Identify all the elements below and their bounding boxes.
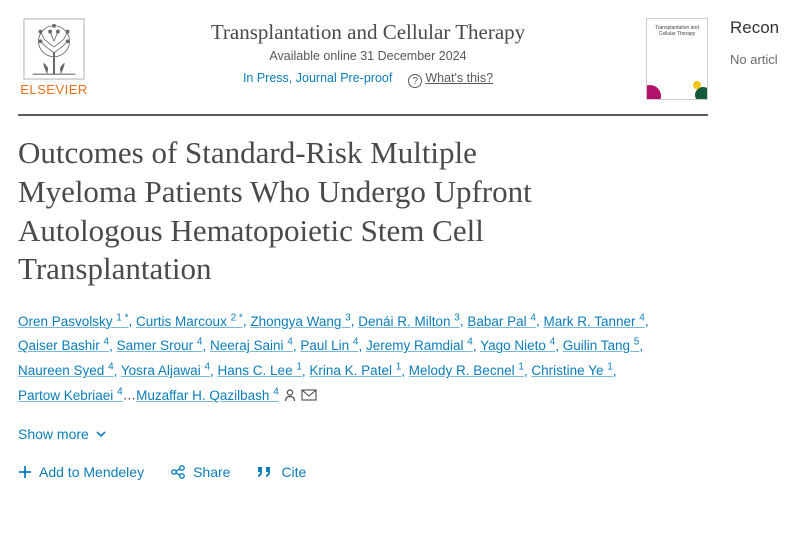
corresponding-author-icons[interactable]	[283, 388, 317, 403]
action-bar: Add to Mendeley Share Cite	[18, 464, 708, 480]
article-title: Outcomes of Standard-Risk Multiple Myelo…	[18, 134, 598, 289]
author-link[interactable]: Jeremy Ramdial 4	[366, 338, 473, 353]
author-link[interactable]: Oren Pasvolsky 1 *	[18, 314, 129, 329]
show-more-button[interactable]: Show more	[18, 426, 107, 442]
author-link[interactable]: Muzaffar H. Qazilbash 4	[136, 388, 279, 403]
sidebar-empty-message: No articl	[730, 52, 800, 67]
share-icon	[170, 464, 186, 480]
author-link[interactable]: Babar Pal 4	[467, 314, 536, 329]
author-link[interactable]: Naureen Syed 4	[18, 363, 114, 378]
author-link[interactable]: Zhongya Wang 3	[250, 314, 350, 329]
author-link[interactable]: Paul Lin 4	[300, 338, 358, 353]
publisher-logo[interactable]: ELSEVIER	[18, 18, 90, 97]
elsevier-tree-icon	[23, 18, 85, 80]
publisher-name: ELSEVIER	[20, 82, 88, 97]
journal-title[interactable]: Transplantation and Cellular Therapy	[114, 20, 622, 45]
sidebar-title: Recon	[730, 18, 800, 38]
add-to-mendeley-button[interactable]: Add to Mendeley	[18, 464, 144, 480]
recommendations-sidebar: Recon No articl	[708, 18, 800, 480]
article-header: ELSEVIER Transplantation and Cellular Th…	[18, 18, 708, 116]
author-link[interactable]: Yosra Aljawai 4	[121, 363, 210, 378]
mail-icon	[301, 389, 317, 401]
journal-cover-thumbnail[interactable]: Transplantation and Cellular Therapy	[646, 18, 708, 100]
person-icon	[283, 388, 297, 402]
whats-this-link[interactable]: ?What's this?	[408, 71, 493, 85]
author-link[interactable]: Guilin Tang 5	[563, 338, 640, 353]
author-link[interactable]: Christine Ye 1	[531, 363, 612, 378]
cite-button[interactable]: Cite	[256, 464, 306, 480]
author-link[interactable]: Mark R. Tanner 4	[543, 314, 644, 329]
author-link[interactable]: Melody R. Becnel 1	[409, 363, 524, 378]
author-link[interactable]: Yago Nieto 4	[480, 338, 555, 353]
author-link[interactable]: Neeraj Saini 4	[210, 338, 293, 353]
online-date: Available online 31 December 2024	[114, 49, 622, 63]
plus-icon	[18, 465, 32, 479]
author-link[interactable]: Denái R. Milton 3	[358, 314, 460, 329]
author-link[interactable]: Samer Srour 4	[117, 338, 203, 353]
author-link[interactable]: Partow Kebriaei 4	[18, 388, 123, 403]
quote-icon	[256, 465, 274, 479]
author-list: Oren Pasvolsky 1 *, Curtis Marcoux 2 *, …	[18, 309, 688, 408]
share-button[interactable]: Share	[170, 464, 230, 480]
author-link[interactable]: Hans C. Lee 1	[218, 363, 302, 378]
article-status[interactable]: In Press, Journal Pre-proof	[243, 71, 392, 85]
author-link[interactable]: Qaiser Bashir 4	[18, 338, 109, 353]
chevron-down-icon	[95, 428, 107, 440]
author-link[interactable]: Curtis Marcoux 2 *	[136, 314, 243, 329]
author-link[interactable]: Krina K. Patel 1	[309, 363, 401, 378]
